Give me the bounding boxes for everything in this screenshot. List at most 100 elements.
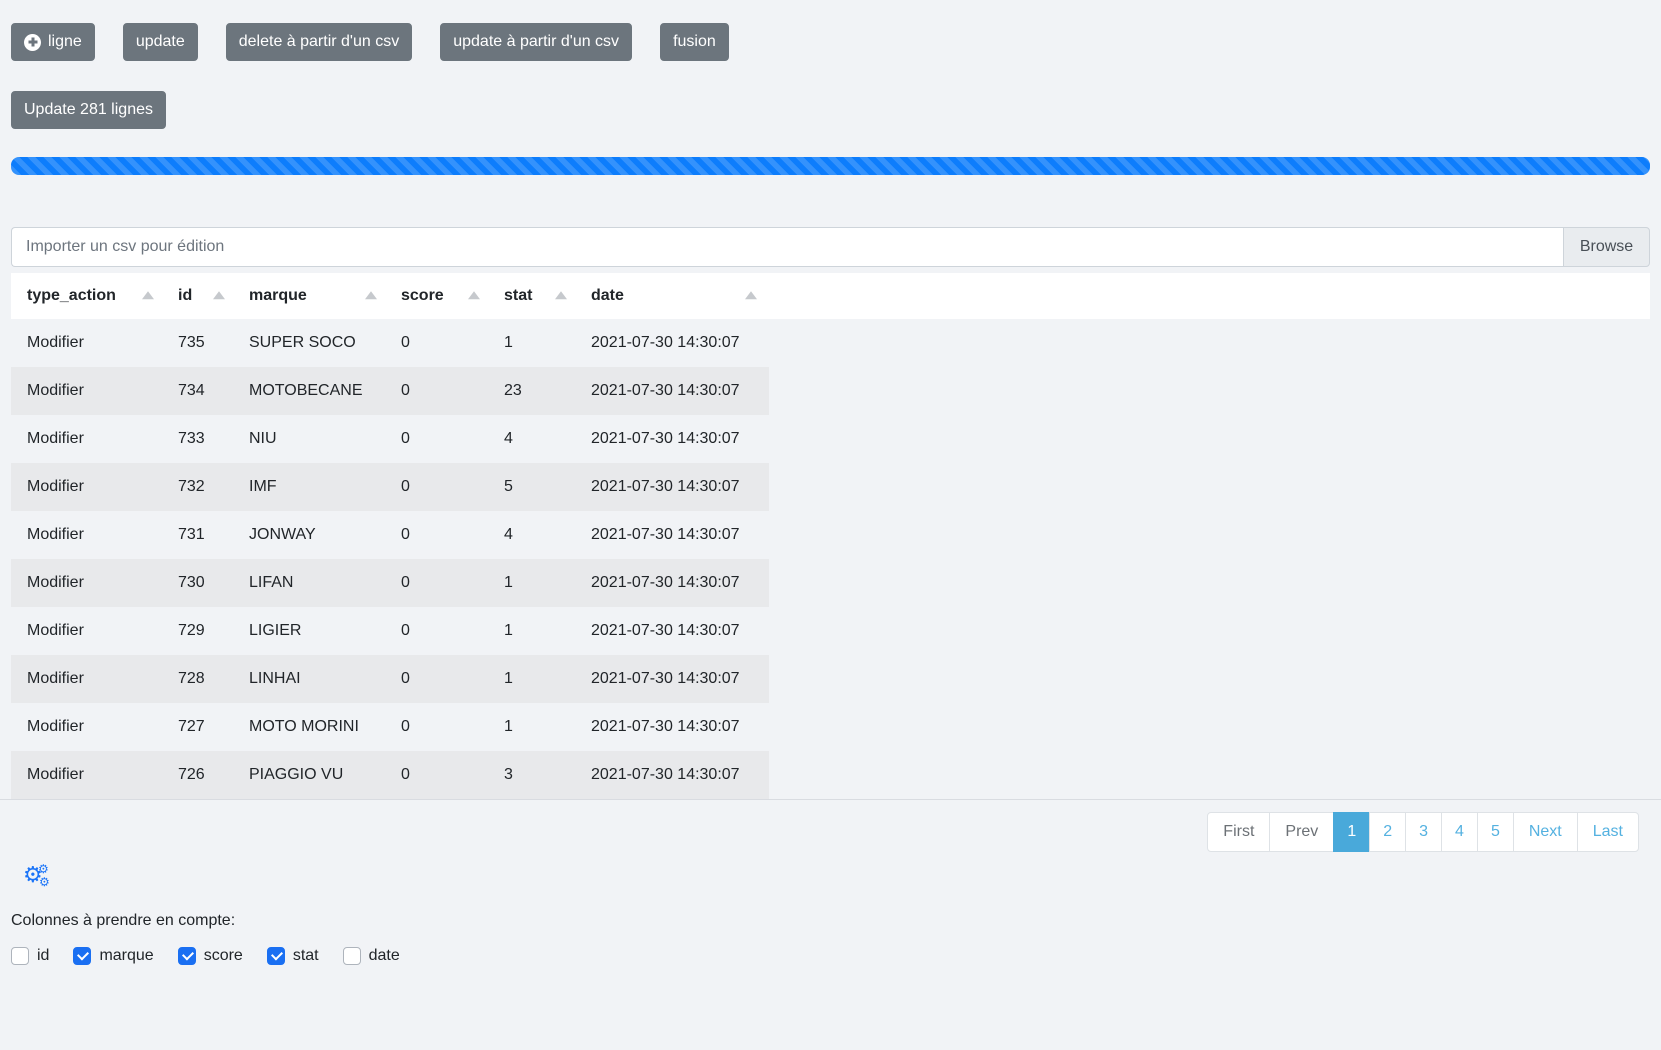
- table-row: Modifier 730 LIFAN 0 1 2021-07-30 14:30:07: [11, 559, 1650, 607]
- sort-asc-icon: [365, 291, 377, 300]
- cell-date: 2021-07-30 14:30:07: [591, 526, 740, 543]
- table-bottom-divider: [0, 799, 1661, 800]
- data-table: type_action id marque score stat date Modifie…: [11, 273, 1650, 799]
- column-header-id[interactable]: id: [166, 273, 237, 319]
- column-toggle-marque[interactable]: marque: [73, 947, 154, 965]
- cell-stat: 1: [504, 334, 513, 351]
- cell-stat: 23: [492, 367, 579, 415]
- cell-date: 2021-07-30 14:30:07: [579, 559, 769, 607]
- cell-score: 0: [401, 718, 410, 735]
- checkbox-unchecked-icon[interactable]: [342, 947, 361, 965]
- cell-date: 2021-07-30 14:30:07: [591, 334, 740, 351]
- gears-icon[interactable]: ⚙ ⚙ ⚙: [23, 862, 50, 889]
- table-header-row: type_action id marque score stat date: [11, 273, 1650, 319]
- cell-date: 2021-07-30 14:30:07: [579, 655, 769, 703]
- table-row: Modifier 728 LINHAI 0 1 2021-07-30 14:30:07: [11, 655, 1650, 703]
- cell-id: 728: [166, 655, 237, 703]
- cell-marque: SUPER SOCO: [249, 334, 356, 351]
- cell-id: 734: [166, 367, 237, 415]
- cell-stat: 3: [492, 751, 579, 799]
- checkbox-checked-icon[interactable]: [73, 947, 92, 965]
- column-label: stat: [504, 287, 533, 304]
- cell-type_action[interactable]: Modifier: [27, 334, 84, 351]
- row-spacer: [769, 607, 1650, 655]
- column-header-type_action[interactable]: type_action: [11, 273, 166, 319]
- page-button-1[interactable]: 1: [1333, 812, 1371, 852]
- page-button-next[interactable]: Next: [1512, 812, 1578, 852]
- cell-marque: MOTO MORINI: [249, 718, 359, 735]
- update-lines-button[interactable]: Update 281 lignes: [11, 91, 166, 129]
- cell-type_action[interactable]: Modifier: [11, 367, 166, 415]
- page-button-last[interactable]: Last: [1576, 812, 1639, 852]
- table-row: Modifier 731 JONWAY 0 4 2021-07-30 14:30:07: [11, 511, 1650, 559]
- cell-date: 2021-07-30 14:30:07: [591, 430, 740, 447]
- checkbox-checked-icon[interactable]: [177, 947, 196, 965]
- page-button-4[interactable]: 4: [1441, 812, 1478, 852]
- delete-csv-button[interactable]: delete à partir d'un csv: [225, 23, 413, 61]
- column-header-marque[interactable]: marque: [237, 273, 389, 319]
- button-label: fusion: [673, 33, 716, 50]
- checkbox-unchecked-icon[interactable]: [11, 947, 29, 965]
- column-toggle-score[interactable]: score: [177, 947, 243, 965]
- cell-id: 729: [178, 622, 205, 639]
- cell-id: 733: [178, 430, 205, 447]
- cell-marque: JONWAY: [249, 526, 316, 543]
- table-row: Modifier 732 IMF 0 5 2021-07-30 14:30:07: [11, 463, 1650, 511]
- column-toggle-id[interactable]: id: [11, 947, 49, 965]
- cell-date: 2021-07-30 14:30:07: [591, 622, 740, 639]
- checkbox-label: score: [203, 947, 243, 964]
- cell-score: 0: [401, 430, 410, 447]
- checkbox-label: id: [37, 947, 50, 964]
- fusion-button[interactable]: fusion: [660, 23, 729, 61]
- button-label: update à partir d'un csv: [453, 33, 620, 50]
- page-button-first[interactable]: First: [1207, 812, 1271, 852]
- cell-stat: 1: [504, 718, 513, 735]
- table-row: Modifier 729 LIGIER 0 1 2021-07-30 14:30:07: [11, 607, 1650, 655]
- cell-stat: 1: [492, 559, 579, 607]
- cell-score: 0: [401, 622, 410, 639]
- csv-import-input[interactable]: [11, 227, 1563, 267]
- cell-type_action[interactable]: Modifier: [27, 718, 84, 735]
- cell-type_action[interactable]: Modifier: [27, 430, 84, 447]
- column-toggle-stat[interactable]: stat: [266, 947, 319, 965]
- cell-marque: LIFAN: [237, 559, 389, 607]
- row-spacer: [769, 319, 1650, 367]
- ligne-button[interactable]: ligne: [11, 23, 95, 61]
- settings-panel: ⚙ ⚙ ⚙ Colonnes à prendre en compte: id ma…: [0, 862, 1661, 965]
- plus-circle-icon: [24, 33, 41, 51]
- column-label: id: [178, 287, 193, 304]
- sort-asc-icon: [142, 291, 154, 300]
- column-toggle-date[interactable]: date: [342, 947, 400, 965]
- cell-type_action[interactable]: Modifier: [27, 526, 84, 543]
- page-button-3[interactable]: 3: [1405, 812, 1443, 852]
- column-header-score[interactable]: score: [389, 273, 492, 319]
- cell-stat: 5: [492, 463, 579, 511]
- cell-score: 0: [401, 526, 410, 543]
- page-button-5[interactable]: 5: [1476, 812, 1514, 852]
- cell-type_action[interactable]: Modifier: [11, 559, 166, 607]
- cell-type_action[interactable]: Modifier: [27, 622, 84, 639]
- pagination-row: First Prev 1 2 3 4 5 Next Last: [0, 812, 1639, 852]
- cell-type_action[interactable]: Modifier: [11, 751, 166, 799]
- page-button-2[interactable]: 2: [1369, 812, 1407, 852]
- cell-type_action[interactable]: Modifier: [11, 463, 166, 511]
- update-button[interactable]: update: [122, 23, 198, 61]
- progress-bar: [11, 157, 1650, 175]
- row-spacer: [769, 655, 1650, 703]
- row-spacer: [769, 703, 1650, 751]
- column-header-stat[interactable]: stat: [492, 273, 579, 319]
- checkbox-checked-icon[interactable]: [266, 947, 285, 965]
- table-row: Modifier 735 SUPER SOCO 0 1 2021-07-30 14:30:…: [11, 319, 1650, 367]
- column-header-date[interactable]: date: [579, 273, 769, 319]
- column-checkboxes: id marque score stat date: [11, 947, 1650, 965]
- cell-score: 0: [389, 655, 492, 703]
- cell-id: 730: [166, 559, 237, 607]
- update-csv-button[interactable]: update à partir d'un csv: [440, 23, 633, 61]
- browse-button[interactable]: Browse: [1563, 227, 1650, 267]
- cell-marque: LIGIER: [249, 622, 302, 639]
- cell-type_action[interactable]: Modifier: [11, 655, 166, 703]
- button-label: ligne: [48, 33, 82, 50]
- cell-id: 732: [166, 463, 237, 511]
- cell-score: 0: [401, 334, 410, 351]
- page-button-prev[interactable]: Prev: [1269, 812, 1335, 852]
